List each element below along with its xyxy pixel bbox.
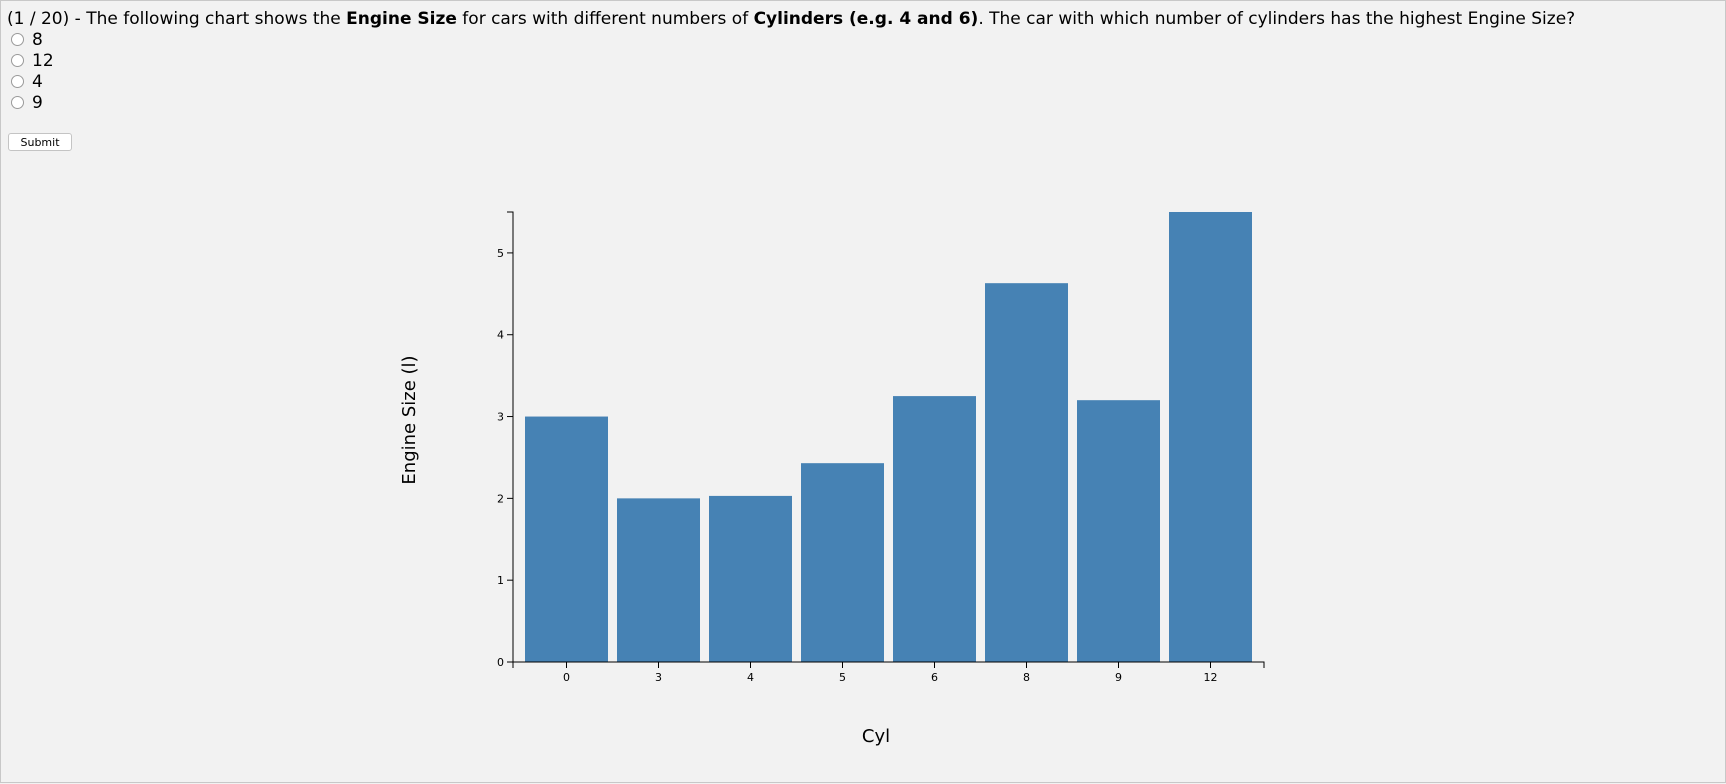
bar-0 (525, 416, 608, 662)
x-tick-label: 0 (563, 671, 570, 684)
answer-option[interactable]: 12 (11, 50, 54, 71)
y-tick-label: 2 (497, 492, 504, 505)
bar-4 (709, 495, 792, 662)
x-axis-title: Cyl (862, 726, 890, 747)
answer-option-label: 4 (32, 71, 43, 92)
answer-option[interactable]: 9 (11, 92, 54, 113)
bar-9 (1077, 400, 1160, 662)
radio-button[interactable] (11, 54, 24, 67)
bar-12 (1169, 212, 1252, 662)
question-text: (1 / 20) - The following chart shows the… (7, 8, 1575, 30)
y-axis-line (507, 211, 514, 663)
bar-6 (893, 396, 976, 662)
bar-group (525, 212, 1252, 662)
x-tick-label: 8 (1023, 671, 1030, 684)
bar-3 (617, 498, 700, 662)
radio-button[interactable] (11, 96, 24, 109)
question-counter: (1 / 20) (7, 9, 70, 29)
x-tick-label: 6 (931, 671, 938, 684)
y-tick-label: 1 (497, 574, 504, 587)
question-bold-engine-size: Engine Size (346, 9, 457, 29)
y-axis: 0 1 2 3 4 5 (497, 211, 514, 669)
question-bold-cylinders: Cylinders (e.g. 4 and 6) (753, 9, 979, 29)
x-axis: 0 3 4 5 6 8 9 12 (512, 661, 1265, 684)
radio-button[interactable] (11, 75, 24, 88)
y-axis-title: Engine Size (l) (399, 355, 420, 484)
question-text-part-1: - The following chart shows the (69, 9, 347, 29)
x-tick-label: 5 (839, 671, 846, 684)
radio-button[interactable] (11, 33, 24, 46)
answer-option-label: 9 (32, 92, 43, 113)
bar-8 (985, 283, 1068, 662)
submit-button[interactable]: Submit (8, 133, 72, 151)
y-tick-label: 0 (497, 656, 504, 669)
answer-option[interactable]: 4 (11, 71, 54, 92)
x-tick-label: 4 (747, 671, 754, 684)
y-tick-label: 4 (497, 329, 504, 342)
answer-option-label: 8 (32, 29, 43, 50)
x-tick-label: 12 (1204, 671, 1218, 684)
answer-option[interactable]: 8 (11, 29, 54, 50)
bar-5 (801, 463, 884, 662)
answer-option-label: 12 (32, 50, 54, 71)
x-tick-label: 3 (655, 671, 662, 684)
x-tick-label: 9 (1115, 671, 1122, 684)
y-tick-label: 5 (497, 247, 504, 260)
question-text-part-3: . The car with which number of cylinders… (978, 9, 1576, 29)
answer-options: 8 12 4 9 (11, 29, 54, 113)
question-text-part-2: for cars with different numbers of (456, 9, 754, 29)
y-tick-label: 3 (497, 411, 504, 424)
x-axis-line (512, 661, 1265, 668)
